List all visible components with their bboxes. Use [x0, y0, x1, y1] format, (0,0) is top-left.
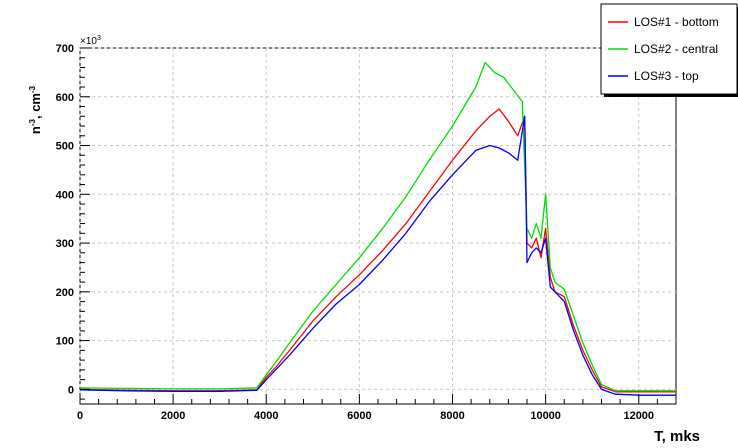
y-multiplier: ×103 [80, 35, 101, 47]
x-axis-title: T, mks [654, 428, 700, 445]
y-tick-label-7: 700 [56, 43, 74, 55]
y-tick-label-6: 600 [56, 92, 74, 104]
x-tick-label-0: 0 [77, 410, 83, 422]
y-tick-label-3: 300 [56, 238, 74, 250]
y-axis-title-unit: , cm [28, 93, 43, 119]
y-axis-title-unit-sup: -3 [28, 85, 37, 93]
series-line-1 [79, 108, 676, 393]
y-axis-title: n-3, cm-3 [28, 85, 43, 134]
x-tick-label-3: 6000 [347, 410, 371, 422]
grid [79, 47, 676, 404]
y-tick-label-1: 100 [56, 336, 74, 348]
y-axis-title-base: n [28, 126, 43, 134]
legend-label-3: LOS#3 - top [634, 69, 699, 83]
x-tick-label-4: 8000 [440, 410, 464, 422]
series-line-2 [79, 61, 676, 392]
y-tick-label-2: 200 [56, 287, 74, 299]
series-line-3 [79, 115, 676, 396]
legend: LOS#1 - bottom LOS#2 - central LOS#3 - top [600, 3, 738, 97]
legend-label-1: LOS#1 - bottom [634, 15, 719, 29]
plot-frame [79, 47, 677, 405]
legend-label-2: LOS#2 - central [634, 42, 718, 56]
axes: 0 2000 4000 6000 8000 10000 12000 0 100 200 300 400… [56, 43, 677, 422]
x-tick-label-6: 12000 [623, 410, 654, 422]
x-tick-label-1: 2000 [161, 410, 185, 422]
y-tick-label-0: 0 [68, 384, 74, 396]
x-tick-label-2: 4000 [254, 410, 278, 422]
x-tick-label-5: 10000 [530, 410, 561, 422]
series-layer [79, 61, 676, 396]
y-multiplier-exp: 3 [97, 35, 101, 42]
y-axis-title-sup: -3 [28, 118, 37, 126]
y-tick-label-5: 500 [56, 141, 74, 153]
y-multiplier-base: ×10 [80, 36, 97, 47]
y-tick-label-4: 400 [56, 189, 74, 201]
